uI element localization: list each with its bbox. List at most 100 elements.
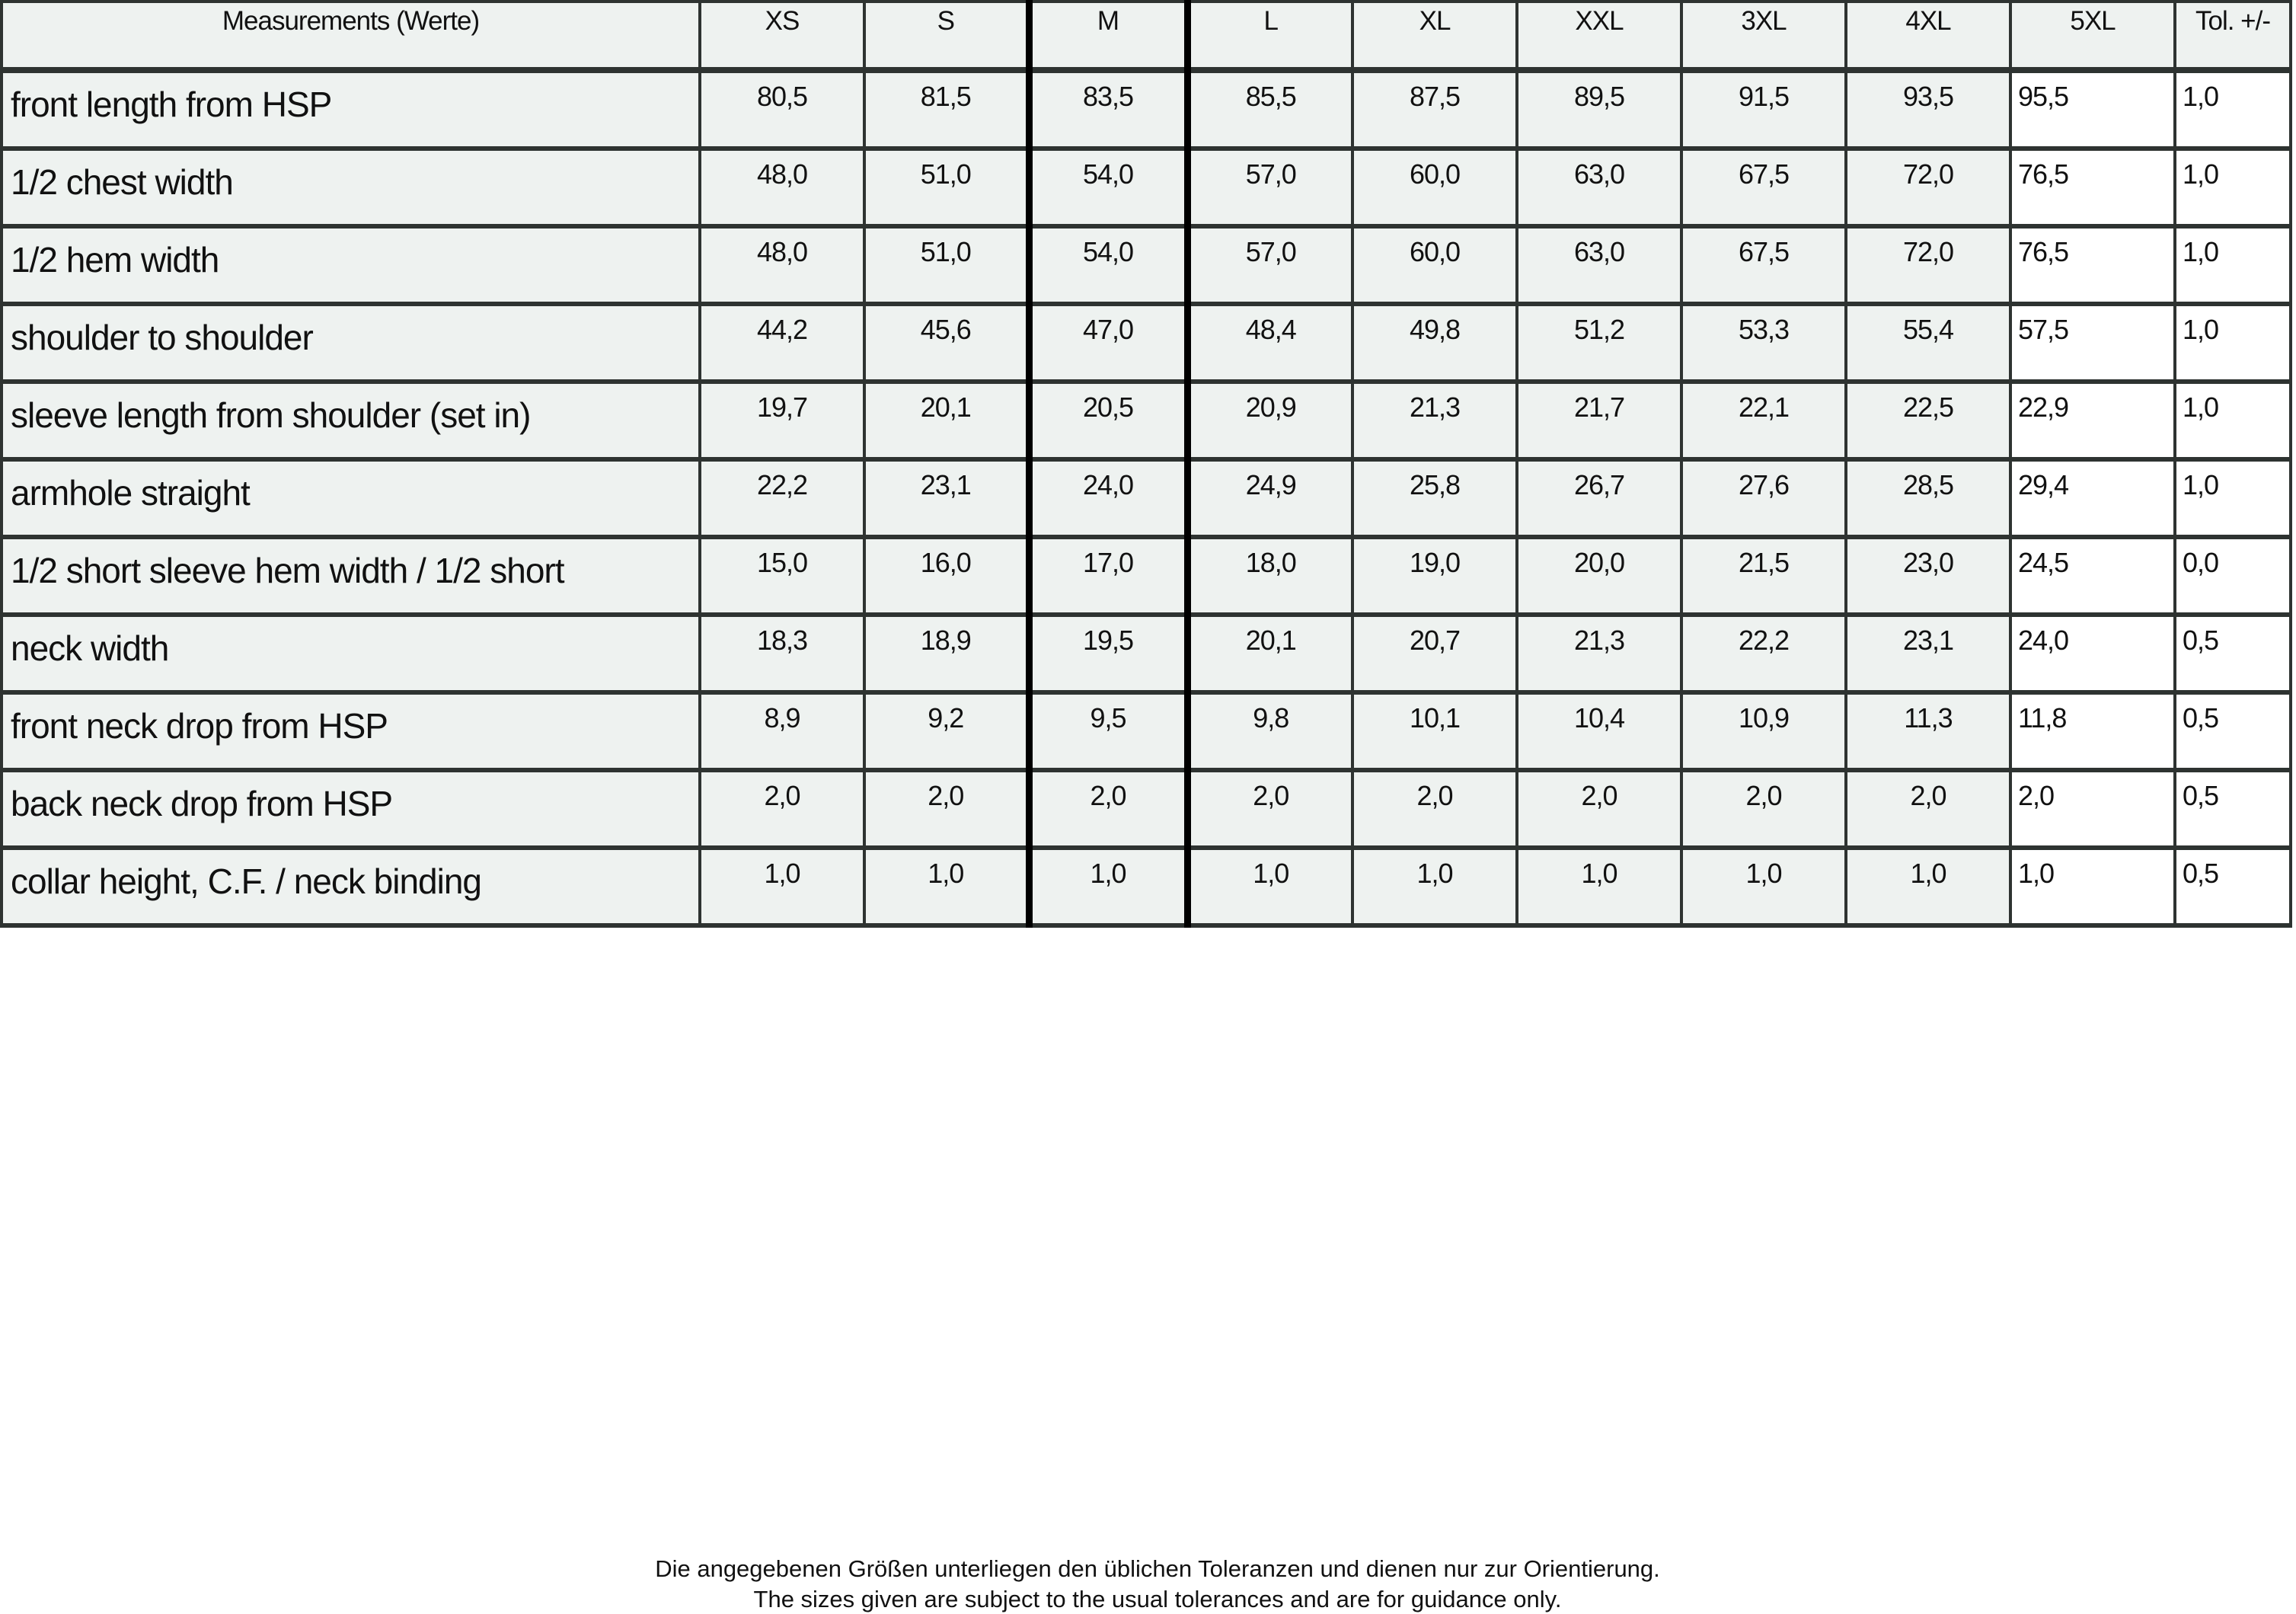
value-cell: 21,3 — [1351, 379, 1518, 462]
table-row: neck width 18,3 18,9 19,5 20,1 20,7 21,3 22,2 23… — [0, 612, 2292, 695]
value-cell: 1,0 — [1351, 845, 1518, 928]
header-size: 5XL — [2009, 0, 2176, 73]
value-cell: 1,0 — [1844, 845, 2012, 928]
value-cell: 16,0 — [863, 535, 1030, 617]
value-cell: 10,4 — [1515, 690, 1683, 772]
value-cell: 20,5 — [1025, 379, 1191, 462]
value-cell: 19,5 — [1025, 612, 1191, 695]
value-cell: 24,9 — [1186, 457, 1354, 539]
tolerance-cell: 0,5 — [2173, 768, 2292, 850]
value-cell: 80,5 — [698, 68, 866, 151]
tolerance-cell: 0,5 — [2173, 845, 2292, 928]
header-size: XXL — [1515, 0, 1683, 73]
measurement-label: collar height, C.F. / neck binding — [0, 845, 701, 928]
tolerance-cell: 1,0 — [2173, 457, 2292, 539]
value-cell: 18,3 — [698, 612, 866, 695]
value-cell: 19,0 — [1351, 535, 1518, 617]
tolerance-cell: 0,5 — [2173, 612, 2292, 695]
table-row: back neck drop from HSP 2,0 2,0 2,0 2,0 2,0 2,… — [0, 768, 2292, 850]
value-cell: 1,0 — [1680, 845, 1847, 928]
measurement-label: 1/2 chest width — [0, 146, 701, 229]
value-cell: 48,4 — [1186, 302, 1354, 384]
value-cell: 72,0 — [1844, 224, 2012, 306]
tolerance-cell: 0,5 — [2173, 690, 2292, 772]
value-cell: 27,6 — [1680, 457, 1847, 539]
value-cell: 9,8 — [1186, 690, 1354, 772]
value-cell: 11,3 — [1844, 690, 2012, 772]
value-cell: 18,9 — [863, 612, 1030, 695]
measurement-label: back neck drop from HSP — [0, 768, 701, 850]
value-cell: 2,0 — [698, 768, 866, 850]
table-row: 1/2 hem width 48,0 51,0 54,0 57,0 60,0 63,0 67,… — [0, 224, 2292, 306]
table-row: 1/2 chest width 48,0 51,0 54,0 57,0 60,0 63,0 6… — [0, 146, 2292, 229]
header-size: M — [1025, 0, 1191, 73]
header-size: 4XL — [1844, 0, 2012, 73]
header-size: XS — [698, 0, 866, 73]
header-size: L — [1186, 0, 1354, 73]
value-cell: 63,0 — [1515, 224, 1683, 306]
value-cell: 85,5 — [1186, 68, 1354, 151]
table-row: front length from HSP 80,5 81,5 83,5 85,5 87,… — [0, 68, 2292, 151]
value-cell: 67,5 — [1680, 146, 1847, 229]
value-cell: 54,0 — [1025, 224, 1191, 306]
table-row: armhole straight 22,2 23,1 24,0 24,9 25,8 26,7… — [0, 457, 2292, 539]
value-cell: 22,9 — [2009, 379, 2176, 462]
value-cell: 9,2 — [863, 690, 1030, 772]
measurement-label: neck width — [0, 612, 701, 695]
value-cell: 48,0 — [698, 224, 866, 306]
table-row: shoulder to shoulder 44,2 45,6 47,0 48,4 49,8… — [0, 302, 2292, 384]
value-cell: 45,6 — [863, 302, 1030, 384]
value-cell: 91,5 — [1680, 68, 1847, 151]
value-cell: 54,0 — [1025, 146, 1191, 229]
measurement-label: 1/2 short sleeve hem width / 1/2 short — [0, 535, 701, 617]
value-cell: 57,0 — [1186, 224, 1354, 306]
value-cell: 1,0 — [698, 845, 866, 928]
value-cell: 22,5 — [1844, 379, 2012, 462]
value-cell: 2,0 — [1351, 768, 1518, 850]
value-cell: 51,2 — [1515, 302, 1683, 384]
value-cell: 28,5 — [1844, 457, 2012, 539]
measurement-label: sleeve length from shoulder (set in) — [0, 379, 701, 462]
value-cell: 2,0 — [863, 768, 1030, 850]
footer-note-english: The sizes given are subject to the usual… — [753, 1586, 1562, 1612]
value-cell: 60,0 — [1351, 224, 1518, 306]
header-measurements: Measurements (Werte) — [0, 0, 701, 73]
value-cell: 93,5 — [1844, 68, 2012, 151]
value-cell: 2,0 — [1680, 768, 1847, 850]
value-cell: 1,0 — [863, 845, 1030, 928]
value-cell: 95,5 — [2009, 68, 2176, 151]
measurement-label: 1/2 hem width — [0, 224, 701, 306]
value-cell: 51,0 — [863, 146, 1030, 229]
value-cell: 20,1 — [863, 379, 1030, 462]
value-cell: 87,5 — [1351, 68, 1518, 151]
value-cell: 60,0 — [1351, 146, 1518, 229]
size-chart-table: Measurements (Werte) XS S M L XL XXL 3XL 4XL 5XL T… — [0, 0, 2292, 928]
value-cell: 76,5 — [2009, 146, 2176, 229]
value-cell: 24,0 — [1025, 457, 1191, 539]
tolerance-cell: 1,0 — [2173, 302, 2292, 384]
value-cell: 24,0 — [2009, 612, 2176, 695]
value-cell: 17,0 — [1025, 535, 1191, 617]
value-cell: 1,0 — [1025, 845, 1191, 928]
value-cell: 1,0 — [2009, 845, 2176, 928]
tolerance-cell: 1,0 — [2173, 224, 2292, 306]
value-cell: 23,0 — [1844, 535, 2012, 617]
value-cell: 11,8 — [2009, 690, 2176, 772]
measurement-label: shoulder to shoulder — [0, 302, 701, 384]
measurement-label: front neck drop from HSP — [0, 690, 701, 772]
value-cell: 21,5 — [1680, 535, 1847, 617]
value-cell: 1,0 — [1186, 845, 1354, 928]
tolerance-cell: 0,0 — [2173, 535, 2292, 617]
value-cell: 26,7 — [1515, 457, 1683, 539]
value-cell: 83,5 — [1025, 68, 1191, 151]
value-cell: 81,5 — [863, 68, 1030, 151]
value-cell: 20,7 — [1351, 612, 1518, 695]
value-cell: 9,5 — [1025, 690, 1191, 772]
value-cell: 8,9 — [698, 690, 866, 772]
value-cell: 72,0 — [1844, 146, 2012, 229]
value-cell: 21,3 — [1515, 612, 1683, 695]
value-cell: 19,7 — [698, 379, 866, 462]
table-row: front neck drop from HSP 8,9 9,2 9,5 9,8 10,1… — [0, 690, 2292, 772]
value-cell: 89,5 — [1515, 68, 1683, 151]
value-cell: 22,2 — [1680, 612, 1847, 695]
